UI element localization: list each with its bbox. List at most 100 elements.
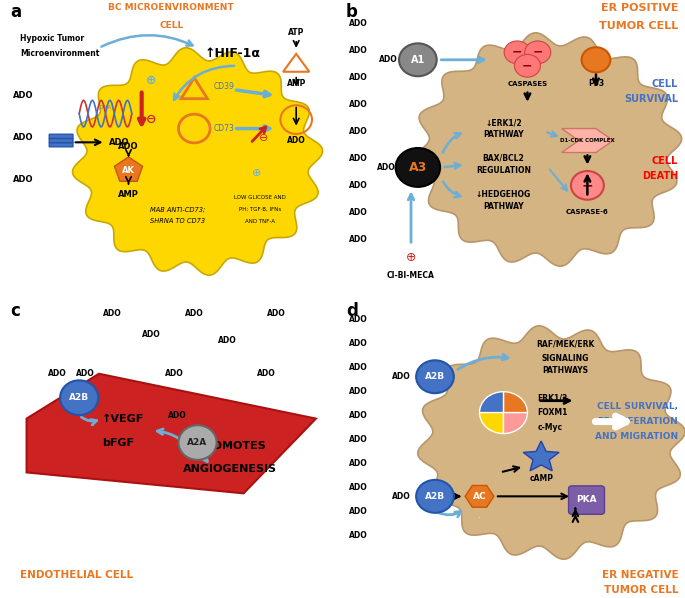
Text: a: a <box>10 3 21 21</box>
Text: CELL SURVIVAL,: CELL SURVIVAL, <box>597 402 678 411</box>
Text: AND TNF-A: AND TNF-A <box>245 219 275 224</box>
Polygon shape <box>562 129 613 152</box>
Text: PH; TGF-B, IFNs: PH; TGF-B, IFNs <box>239 207 281 212</box>
Text: DEATH: DEATH <box>642 172 678 181</box>
Text: A3: A3 <box>409 161 427 174</box>
Text: ADO: ADO <box>169 411 187 420</box>
Text: ADO: ADO <box>393 372 411 382</box>
Text: ADO: ADO <box>119 142 139 151</box>
Wedge shape <box>503 413 527 434</box>
Circle shape <box>416 480 453 512</box>
Text: ⊖: ⊖ <box>259 133 268 142</box>
Text: bFGF: bFGF <box>102 438 134 447</box>
Wedge shape <box>503 392 527 413</box>
Text: PATHWAY: PATHWAY <box>483 202 524 211</box>
Wedge shape <box>479 392 503 413</box>
Text: ⟨DNA⟩: ⟨DNA⟩ <box>97 105 114 110</box>
Text: ADO: ADO <box>393 492 411 501</box>
Text: ADO: ADO <box>14 133 34 142</box>
Text: AC: AC <box>479 517 480 518</box>
Text: d: d <box>346 302 358 320</box>
Text: ADO: ADO <box>14 175 34 184</box>
Text: ADO: ADO <box>165 369 184 379</box>
Text: TUMOR CELL: TUMOR CELL <box>603 585 678 595</box>
Text: CELL: CELL <box>651 157 678 166</box>
Text: ↓HEDGEHOG: ↓HEDGEHOG <box>476 190 531 199</box>
Text: A2B: A2B <box>425 372 445 382</box>
Circle shape <box>514 54 540 77</box>
Text: ADO: ADO <box>349 315 368 325</box>
Circle shape <box>399 43 437 77</box>
Text: A2B: A2B <box>425 492 445 501</box>
Text: A1: A1 <box>411 55 425 65</box>
Text: ADO: ADO <box>142 330 161 340</box>
Text: AND MIGRATION: AND MIGRATION <box>595 432 678 441</box>
Text: ADO: ADO <box>103 309 121 319</box>
Text: CD73: CD73 <box>214 124 235 133</box>
Text: BC MICROENVIRONMENT: BC MICROENVIRONMENT <box>108 3 234 12</box>
Text: ENDOTHELIAL CELL: ENDOTHELIAL CELL <box>20 570 133 580</box>
Text: REGULATION: REGULATION <box>476 166 531 175</box>
Text: b: b <box>346 3 358 21</box>
Text: ADO: ADO <box>267 309 286 319</box>
Text: ⊖: ⊖ <box>147 113 157 126</box>
Text: CD39: CD39 <box>214 82 235 91</box>
Text: ADO: ADO <box>349 127 368 136</box>
Text: ADO: ADO <box>349 507 368 516</box>
Text: BAX/BCL2: BAX/BCL2 <box>483 154 524 163</box>
Text: ADO: ADO <box>49 369 67 379</box>
Text: ADO: ADO <box>185 309 203 319</box>
Polygon shape <box>418 326 685 559</box>
Circle shape <box>504 41 530 64</box>
Circle shape <box>396 148 440 187</box>
Text: −: − <box>512 46 523 59</box>
Polygon shape <box>465 486 494 507</box>
Text: −: − <box>522 59 533 72</box>
Text: ADO: ADO <box>349 363 368 373</box>
Text: ADO: ADO <box>218 336 236 346</box>
Text: CASPASE-6: CASPASE-6 <box>566 209 609 215</box>
Text: RAF/MEK/ERK: RAF/MEK/ERK <box>536 339 595 349</box>
Text: SIGNALING: SIGNALING <box>541 354 589 364</box>
Circle shape <box>582 47 610 72</box>
Text: ADO: ADO <box>287 136 306 145</box>
Text: ANGIOGENESIS: ANGIOGENESIS <box>184 465 277 474</box>
Text: ADO: ADO <box>349 208 368 217</box>
Text: CELL: CELL <box>651 79 678 89</box>
Text: ADO: ADO <box>349 234 368 244</box>
Text: PKA: PKA <box>576 495 597 505</box>
Text: ADO: ADO <box>349 483 368 492</box>
Text: ⊕: ⊕ <box>406 251 416 264</box>
Text: PATHWAY: PATHWAY <box>483 130 524 139</box>
FancyBboxPatch shape <box>49 139 73 143</box>
Text: −: − <box>582 178 593 193</box>
Polygon shape <box>114 157 142 181</box>
Text: ADO: ADO <box>349 100 368 109</box>
Text: SHRNA TO CD73: SHRNA TO CD73 <box>150 218 205 224</box>
Circle shape <box>416 360 453 393</box>
Text: ADO: ADO <box>349 181 368 190</box>
Text: ADO: ADO <box>258 369 276 379</box>
Text: A2B: A2B <box>69 393 89 402</box>
Text: ADO: ADO <box>349 339 368 349</box>
Circle shape <box>179 425 216 460</box>
Text: ⊕: ⊕ <box>147 74 157 87</box>
FancyBboxPatch shape <box>569 486 605 514</box>
Text: PATHWAYS: PATHWAYS <box>542 366 588 376</box>
Text: ER POSITIVE: ER POSITIVE <box>601 3 678 13</box>
Polygon shape <box>27 374 316 493</box>
Circle shape <box>525 41 551 64</box>
Text: ADO: ADO <box>349 530 368 540</box>
Text: D1-CDK COMPLEX: D1-CDK COMPLEX <box>560 138 614 143</box>
Text: AC: AC <box>473 492 486 501</box>
Text: ⊕: ⊕ <box>252 169 262 178</box>
Text: ↑VEGF: ↑VEGF <box>102 414 145 423</box>
Text: LOW GLICOSE AND: LOW GLICOSE AND <box>234 195 286 200</box>
Text: ADO: ADO <box>349 459 368 468</box>
Text: AMP: AMP <box>286 79 306 89</box>
FancyBboxPatch shape <box>49 134 73 139</box>
Text: CASPASES: CASPASES <box>508 81 547 87</box>
Circle shape <box>60 380 98 415</box>
Text: ADO: ADO <box>349 435 368 444</box>
Text: c: c <box>10 302 20 320</box>
